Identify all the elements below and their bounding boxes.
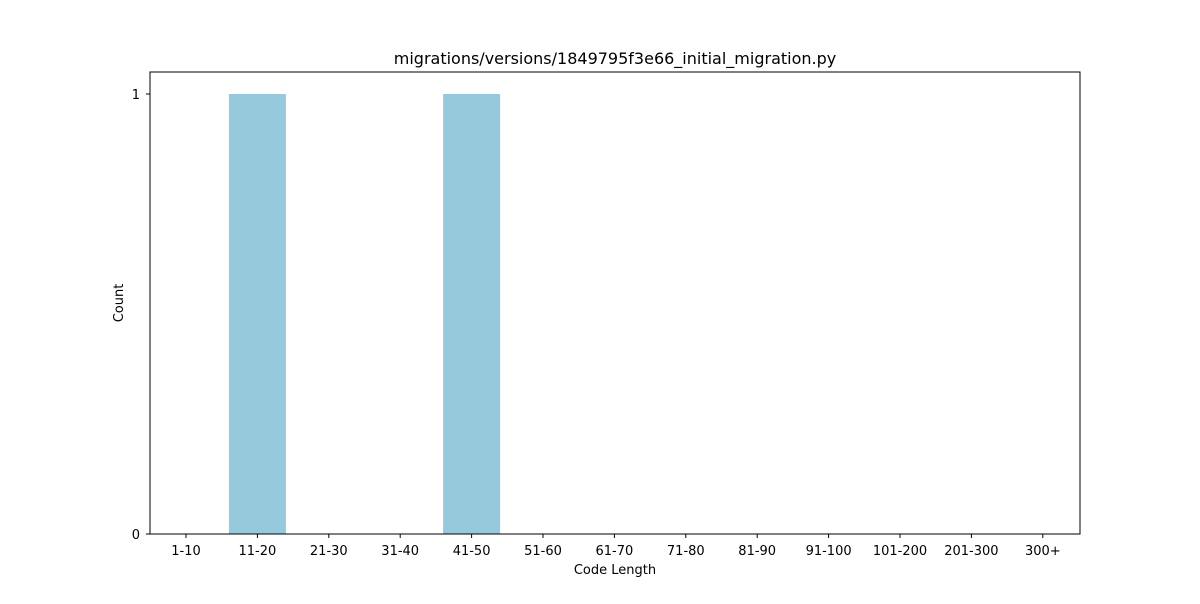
y-tick-label: 0 [132, 528, 140, 543]
x-axis-label: Code Length [574, 563, 656, 578]
x-tick-label: 81-90 [738, 544, 776, 559]
x-tick-label: 300+ [1025, 544, 1061, 559]
x-tick-label: 21-30 [310, 544, 348, 559]
x-axis: 1-10 11-20 21-30 31-40 41-50 51-60 61-70 71-80 8… [171, 534, 1061, 559]
bar-11-20 [228, 94, 286, 534]
y-axis-label: Count [112, 284, 127, 323]
x-tick-label: 201-300 [944, 544, 998, 559]
chart-title: migrations/versions/1849795f3e66_initial… [394, 49, 836, 69]
x-tick-label: 1-10 [171, 544, 201, 559]
plot-area [149, 71, 1081, 535]
x-tick-label: 71-80 [667, 544, 705, 559]
y-tick-label: 1 [132, 88, 140, 103]
x-tick-label: 11-20 [239, 544, 277, 559]
x-tick-label: 101-200 [873, 544, 927, 559]
x-tick-label: 31-40 [381, 544, 419, 559]
x-tick-label: 61-70 [596, 544, 634, 559]
x-tick-label: 41-50 [453, 544, 491, 559]
y-axis: 01 [132, 88, 150, 543]
bars-group [228, 94, 501, 534]
x-tick-label: 51-60 [524, 544, 562, 559]
x-tick-label: 91-100 [806, 544, 852, 559]
bar-41-50 [443, 94, 501, 534]
